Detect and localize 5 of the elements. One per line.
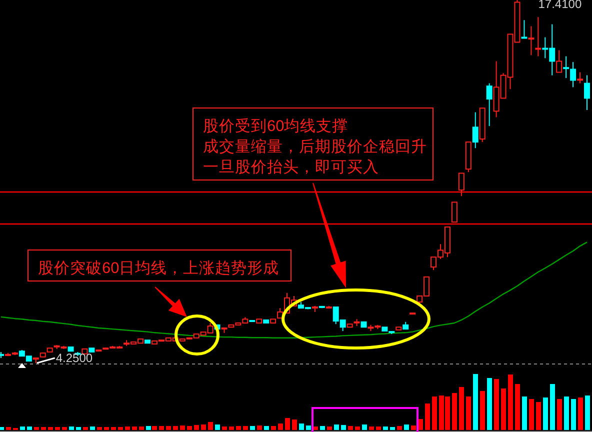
annotation: 成交量缩量，后期股价企稳回升	[203, 138, 427, 156]
annotation: 股价突破60日均线，上涨趋势形成	[38, 259, 280, 277]
annotation: 一旦股价抬头，即可买入	[203, 158, 379, 176]
annotation: 股价受到60均线支撑	[203, 117, 348, 135]
annotation: 4.2500	[56, 351, 93, 365]
